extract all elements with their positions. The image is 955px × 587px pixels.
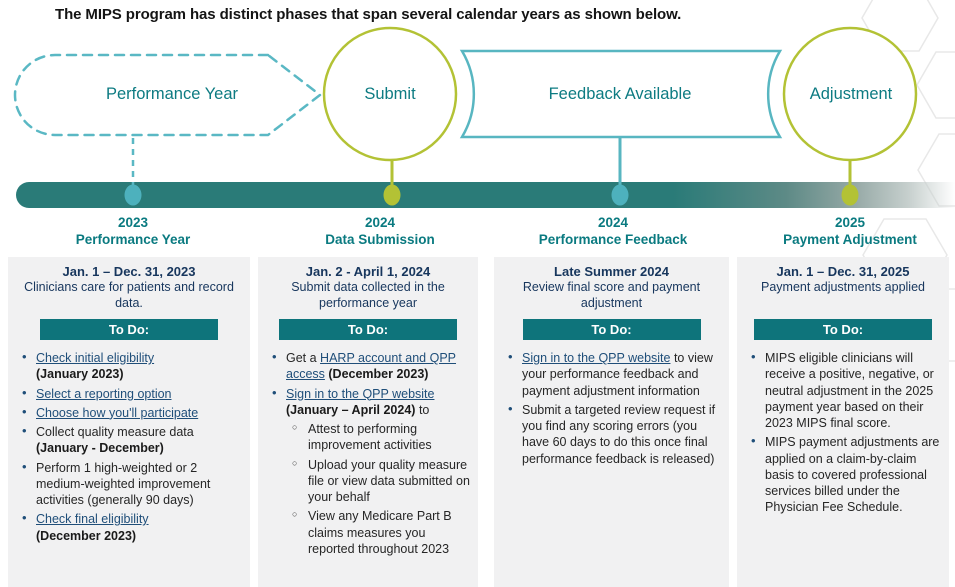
todo-item: Sign in to the QPP website to view your … xyxy=(508,349,725,399)
panel-performance-feedback: Late Summer 2024 Review final score and … xyxy=(494,257,729,587)
todo-text: (January – April 2024) xyxy=(286,402,416,417)
todo-text: (January - December) xyxy=(36,441,164,456)
todo-list: Check initial eligibility (January 2023) S… xyxy=(8,349,250,544)
todo-link[interactable]: Check final eligibility xyxy=(36,512,149,527)
todo-list: Get a HARP account and QPP access (Decem… xyxy=(258,349,478,557)
todo-item: MIPS eligible clinicians will receive a … xyxy=(751,349,945,431)
todo-header: To Do: xyxy=(40,319,218,340)
panel-payment-adjustment: Jan. 1 – Dec. 31, 2025 Payment adjustmen… xyxy=(737,257,949,587)
todo-text: Submit a targeted review request if you … xyxy=(522,402,716,466)
timeline-dot-2025 xyxy=(841,184,859,206)
todo-text: Get a xyxy=(286,351,321,365)
todo-text: (December 2023) xyxy=(36,528,137,543)
milestone-2024-feedback: 2024 Performance Feedback xyxy=(503,215,723,249)
todo-text: Upload your quality measure file or view… xyxy=(308,457,470,505)
todo-item: Select a reporting option xyxy=(22,384,246,402)
todo-text: (December 2023) xyxy=(328,367,429,382)
feedback-banner-shape xyxy=(459,49,783,139)
panel-performance-year: Jan. 1 – Dec. 31, 2023 Clinicians care f… xyxy=(8,257,250,587)
timeline-graphic xyxy=(13,26,918,206)
timeline-dot-2023 xyxy=(124,184,142,206)
timeline-dot-2024-feedback xyxy=(611,184,629,206)
milestone-name: Performance Year xyxy=(75,231,191,247)
todo-header: To Do: xyxy=(522,319,701,340)
todo-subitem: Attest to performing improvement activit… xyxy=(292,421,474,454)
todo-item: Check initial eligibility (January 2023) xyxy=(22,349,246,383)
page-title: The MIPS program has distinct phases tha… xyxy=(55,6,682,23)
todo-text: to xyxy=(415,402,430,417)
todo-text: View any Medicare Part B claims measures… xyxy=(308,509,452,556)
milestone-year: 2024 xyxy=(597,215,629,230)
milestone-name: Data Submission xyxy=(325,231,435,247)
panel-date: Late Summer 2024 xyxy=(554,264,669,279)
todo-link[interactable]: Sign in to the QPP website xyxy=(522,351,671,365)
milestone-year: 2025 xyxy=(834,215,866,230)
milestone-year: 2024 xyxy=(364,215,396,230)
todo-item: Check final eligibility(December 2023) xyxy=(22,510,246,544)
phase-label-feedback-available: Feedback Available xyxy=(548,85,692,103)
adjustment-circle-shape xyxy=(782,26,918,162)
milestone-name: Performance Feedback xyxy=(538,231,688,247)
milestone-2025: 2025 Payment Adjustment xyxy=(740,215,955,249)
todo-item: Get a HARP account and QPP access (Decem… xyxy=(272,349,474,383)
todo-header: To Do: xyxy=(754,319,932,340)
todo-link[interactable]: Check initial eligibility xyxy=(36,351,155,365)
todo-text: Collect quality measure data xyxy=(36,425,194,439)
submit-circle-shape xyxy=(322,26,458,162)
todo-link[interactable]: HARP account and QPP access xyxy=(286,351,457,382)
milestone-year: 2023 xyxy=(117,215,149,230)
milestone-name: Payment Adjustment xyxy=(783,231,917,247)
timeline-bar xyxy=(16,182,955,208)
todo-text: Attest to performing improvement activit… xyxy=(308,422,432,453)
panel-date: Jan. 2 - April 1, 2024 xyxy=(305,264,431,279)
phase-label-performance-year: Performance Year xyxy=(105,85,239,103)
phase-label-submit: Submit xyxy=(364,85,416,103)
todo-item: Sign in to the QPP website(January – Apr… xyxy=(272,385,474,419)
panel-description: Clinicians care for patients and record … xyxy=(24,280,234,310)
panel-data-submission: Jan. 2 - April 1, 2024 Submit data colle… xyxy=(258,257,478,587)
todo-text: to view your performance feedback and pa… xyxy=(522,351,713,398)
timeline-dot-2024-submit xyxy=(383,184,401,206)
panel-description: Submit data collected in the performance… xyxy=(291,280,445,310)
todo-text: (January 2023) xyxy=(36,367,124,382)
todo-subitem: Upload your quality measure file or view… xyxy=(292,457,474,506)
milestone-2024-submission: 2024 Data Submission xyxy=(270,215,490,249)
milestone-2023: 2023 Performance Year xyxy=(23,215,243,249)
todo-text: Perform 1 high-weighted or 2 medium-weig… xyxy=(36,460,211,508)
todo-list: Sign in to the QPP website to view your … xyxy=(494,349,729,467)
panel-description: Payment adjustments applied xyxy=(761,280,925,294)
todo-link[interactable]: Sign in to the QPP website xyxy=(286,386,435,401)
todo-text: MIPS eligible clinicians will receive a … xyxy=(765,351,934,430)
panel-date: Jan. 1 – Dec. 31, 2023 xyxy=(62,264,196,279)
todo-link[interactable]: Select a reporting option xyxy=(36,386,172,401)
todo-item: MIPS payment adjustments are applied on … xyxy=(751,433,945,515)
todo-list: MIPS eligible clinicians will receive a … xyxy=(737,349,949,516)
panel-date: Jan. 1 – Dec. 31, 2025 xyxy=(776,264,910,279)
todo-text: MIPS payment adjustments are applied on … xyxy=(765,435,940,515)
todo-item: Choose how you'll participate xyxy=(22,404,246,421)
todo-item: Submit a targeted review request if you … xyxy=(508,401,725,467)
todo-item: Collect quality measure data (January - D… xyxy=(22,423,246,457)
todo-header: To Do: xyxy=(279,319,457,340)
todo-item: Perform 1 high-weighted or 2 medium-weig… xyxy=(22,459,246,509)
phase-label-adjustment: Adjustment xyxy=(809,85,893,103)
todo-subitem: View any Medicare Part B claims measures… xyxy=(292,508,474,557)
todo-link[interactable]: Choose how you'll participate xyxy=(36,405,199,420)
performance-year-shape xyxy=(13,53,323,137)
panel-description: Review final score and payment adjustmen… xyxy=(522,280,701,310)
